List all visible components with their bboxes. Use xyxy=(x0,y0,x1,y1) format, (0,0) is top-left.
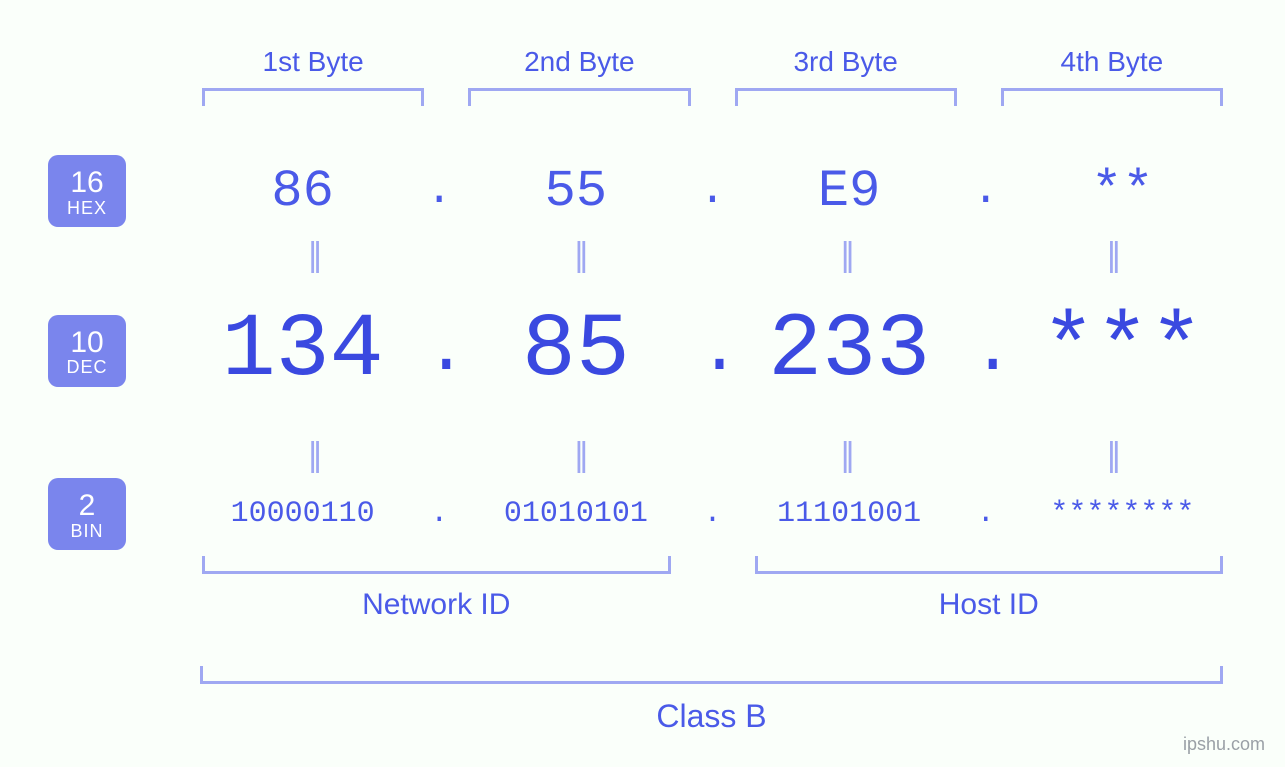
byte-label-1: 1st Byte xyxy=(180,46,446,78)
eq-2-3: || xyxy=(713,436,979,475)
hex-badge: 16 HEX xyxy=(48,155,126,227)
bin-sep-1: . xyxy=(425,497,453,531)
dec-row: 10 DEC 134 . 85 . 233 . *** xyxy=(0,300,1245,402)
byte-header-1: 1st Byte xyxy=(180,46,446,106)
network-id-label: Network ID xyxy=(180,588,693,622)
hex-badge-num: 16 xyxy=(48,167,126,199)
eq-row-dec-bin: || || || || xyxy=(180,436,1245,475)
dec-byte-1: 134 xyxy=(180,300,425,402)
bin-badge: 2 BIN xyxy=(48,478,126,550)
byte-header-3: 3rd Byte xyxy=(713,46,979,106)
bin-row: 2 BIN 10000110 . 01010101 . 11101001 . *… xyxy=(0,478,1245,550)
byte-label-2: 2nd Byte xyxy=(446,46,712,78)
class-label: Class B xyxy=(200,698,1223,735)
hex-byte-1: 86 xyxy=(180,162,425,221)
dec-sep-2: . xyxy=(699,312,727,391)
watermark: ipshu.com xyxy=(1183,734,1265,755)
hex-byte-2: 55 xyxy=(453,162,698,221)
bracket-class xyxy=(200,666,1223,684)
host-id-label: Host ID xyxy=(733,588,1246,622)
hex-badge-name: HEX xyxy=(48,199,126,218)
hex-sep-3: . xyxy=(972,166,1000,216)
network-id-group: Network ID xyxy=(180,556,693,622)
eq-2-1: || xyxy=(180,436,446,475)
eq-1-2: || xyxy=(446,236,712,275)
dec-byte-3: 233 xyxy=(727,300,972,402)
dec-byte-4: *** xyxy=(1000,300,1245,402)
ip-representation-diagram: 1st Byte 2nd Byte 3rd Byte 4th Byte 16 H… xyxy=(0,0,1285,767)
eq-1-1: || xyxy=(180,236,446,275)
eq-1-4: || xyxy=(979,236,1245,275)
hex-byte-4: ** xyxy=(1000,162,1245,221)
bracket-host xyxy=(755,556,1224,574)
bracket-top-2 xyxy=(468,88,690,106)
bin-byte-2: 01010101 xyxy=(453,497,698,531)
hex-row: 16 HEX 86 . 55 . E9 . ** xyxy=(0,155,1245,227)
bracket-top-1 xyxy=(202,88,424,106)
bin-badge-name: BIN xyxy=(48,522,126,541)
byte-header-2: 2nd Byte xyxy=(446,46,712,106)
dec-byte-2: 85 xyxy=(453,300,698,402)
dec-badge-num: 10 xyxy=(48,327,126,359)
host-id-group: Host ID xyxy=(733,556,1246,622)
hex-sep-2: . xyxy=(699,166,727,216)
eq-2-2: || xyxy=(446,436,712,475)
eq-2-4: || xyxy=(979,436,1245,475)
dec-sep-1: . xyxy=(425,312,453,391)
bin-badge-num: 2 xyxy=(48,490,126,522)
id-groups: Network ID Host ID xyxy=(180,556,1245,622)
bracket-top-3 xyxy=(735,88,957,106)
hex-byte-3: E9 xyxy=(727,162,972,221)
byte-label-3: 3rd Byte xyxy=(713,46,979,78)
hex-sep-1: . xyxy=(425,166,453,216)
bin-byte-1: 10000110 xyxy=(180,497,425,531)
bin-sep-2: . xyxy=(699,497,727,531)
bin-byte-3: 11101001 xyxy=(727,497,972,531)
byte-label-4: 4th Byte xyxy=(979,46,1245,78)
bin-sep-3: . xyxy=(972,497,1000,531)
byte-headers: 1st Byte 2nd Byte 3rd Byte 4th Byte xyxy=(180,46,1245,106)
eq-row-hex-dec: || || || || xyxy=(180,236,1245,275)
dec-badge-name: DEC xyxy=(48,358,126,377)
bracket-top-4 xyxy=(1001,88,1223,106)
dec-badge: 10 DEC xyxy=(48,315,126,387)
bracket-network xyxy=(202,556,671,574)
class-group: Class B xyxy=(200,666,1223,735)
byte-header-4: 4th Byte xyxy=(979,46,1245,106)
bin-byte-4: ******** xyxy=(1000,497,1245,531)
dec-sep-3: . xyxy=(972,312,1000,391)
eq-1-3: || xyxy=(713,236,979,275)
